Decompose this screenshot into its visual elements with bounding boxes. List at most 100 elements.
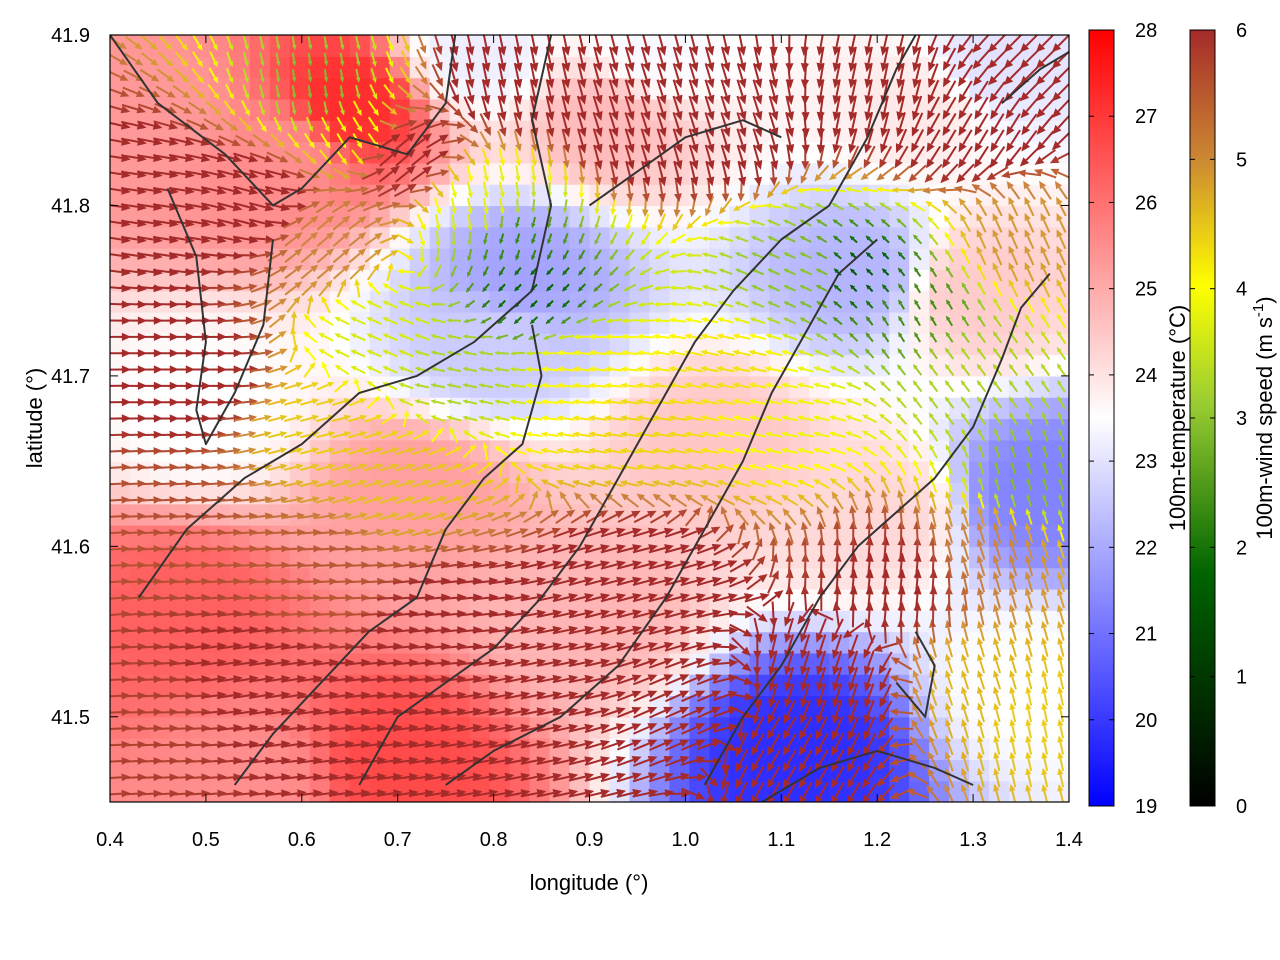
heatmap-cell — [129, 546, 151, 569]
heatmap-cell — [309, 162, 331, 185]
heatmap-cell — [929, 418, 950, 441]
heatmap-cell — [309, 311, 331, 334]
heatmap-cell — [649, 418, 671, 441]
heatmap-cell — [289, 525, 311, 547]
heatmap-cell — [829, 333, 850, 356]
heatmap-cell — [249, 35, 271, 57]
heatmap-cell — [429, 226, 451, 249]
heatmap-cell — [189, 738, 211, 760]
colorbar-tick-label: 5 — [1236, 149, 1247, 171]
heatmap-cell — [249, 248, 271, 270]
heatmap-cell — [449, 162, 471, 185]
heatmap-cell — [889, 567, 910, 590]
heatmap-cell — [569, 461, 591, 484]
heatmap-cell — [989, 269, 1010, 292]
heatmap-cell — [229, 525, 251, 547]
heatmap-cell — [589, 248, 611, 270]
heatmap-cell — [309, 269, 331, 292]
heatmap-cell — [409, 290, 431, 313]
heatmap-cell — [969, 56, 990, 79]
heatmap-cell — [229, 290, 251, 313]
heatmap-cell — [609, 759, 631, 782]
heatmap-cell — [649, 716, 671, 739]
heatmap-cell — [149, 525, 171, 547]
heatmap-cell — [189, 461, 211, 484]
heatmap-cell — [1029, 439, 1050, 462]
heatmap-cell — [849, 311, 870, 334]
heatmap-cell — [1049, 226, 1069, 249]
heatmap-cell — [629, 290, 651, 313]
heatmap-cell — [509, 35, 531, 57]
heatmap-cell — [689, 290, 710, 313]
heatmap-cell — [309, 290, 331, 313]
heatmap-cell — [649, 375, 671, 398]
heatmap-cell — [649, 354, 671, 377]
heatmap-cell — [789, 503, 810, 526]
heatmap-cell — [349, 567, 371, 590]
heatmap-cell — [1049, 439, 1069, 462]
heatmap-cell — [269, 588, 291, 611]
x-tick-label: 1.3 — [959, 829, 987, 851]
heatmap-cell — [389, 631, 411, 654]
heatmap-cell — [289, 375, 311, 398]
heatmap-cell — [349, 333, 371, 356]
heatmap-cell — [110, 546, 131, 569]
heatmap-cell — [649, 333, 671, 356]
heatmap-cell — [609, 226, 631, 249]
heatmap-cell — [249, 503, 271, 526]
heatmap-cell — [329, 56, 351, 79]
heatmap-cell — [269, 780, 291, 802]
heatmap-cell — [269, 98, 291, 121]
heatmap-cell — [309, 333, 331, 356]
heatmap-cell — [149, 738, 171, 760]
heatmap-cell — [549, 503, 571, 526]
heatmap-cell — [649, 269, 671, 292]
heatmap-cell — [229, 631, 251, 654]
heatmap-cell — [229, 588, 251, 611]
colorbar-tick-label: 2 — [1236, 537, 1247, 559]
heatmap-cell — [209, 482, 231, 505]
heatmap-cell — [309, 120, 331, 143]
heatmap-cell — [429, 567, 451, 590]
heatmap-cell — [569, 290, 591, 313]
heatmap-cell — [709, 354, 730, 377]
heatmap-cell — [1049, 269, 1069, 292]
heatmap-cell — [110, 226, 131, 249]
heatmap-cell — [409, 98, 431, 121]
heatmap-cell — [389, 567, 411, 590]
heatmap-cell — [309, 226, 331, 249]
heatmap-cell — [489, 162, 511, 185]
heatmap-cell — [349, 77, 371, 100]
heatmap-cell — [189, 311, 211, 334]
heatmap-cell — [329, 780, 351, 802]
heatmap-cell — [269, 738, 291, 760]
heatmap-cell — [889, 695, 910, 718]
heatmap-cell — [469, 248, 491, 270]
heatmap-cell — [289, 290, 311, 313]
heatmap-cell — [489, 333, 511, 356]
x-tick-label: 1.4 — [1055, 829, 1083, 851]
heatmap-cell — [1049, 482, 1069, 505]
heatmap-cell — [229, 461, 251, 484]
heatmap-cell — [369, 418, 391, 441]
heatmap-cell — [729, 269, 750, 292]
heatmap-cell — [489, 269, 511, 292]
heatmap-cell — [209, 631, 231, 654]
heatmap-cell — [569, 354, 591, 377]
heatmap-cell — [669, 418, 690, 441]
heatmap-cell — [549, 461, 571, 484]
heatmap-cell — [669, 248, 690, 270]
heatmap-cell — [249, 56, 271, 79]
heatmap-cell — [189, 290, 211, 313]
heatmap-cell — [529, 439, 551, 462]
heatmap-cell — [589, 162, 611, 185]
heatmap-cell — [909, 333, 930, 356]
heatmap-cell — [129, 631, 151, 654]
heatmap-cell — [749, 184, 770, 207]
heatmap-cell — [189, 567, 211, 590]
heatmap-cell — [269, 77, 291, 100]
windspeed-label-superscript: -1 — [1250, 304, 1267, 317]
y-axis-label: latitude (°) — [22, 368, 47, 469]
heatmap-cell — [349, 375, 371, 398]
heatmap-cell — [369, 546, 391, 569]
